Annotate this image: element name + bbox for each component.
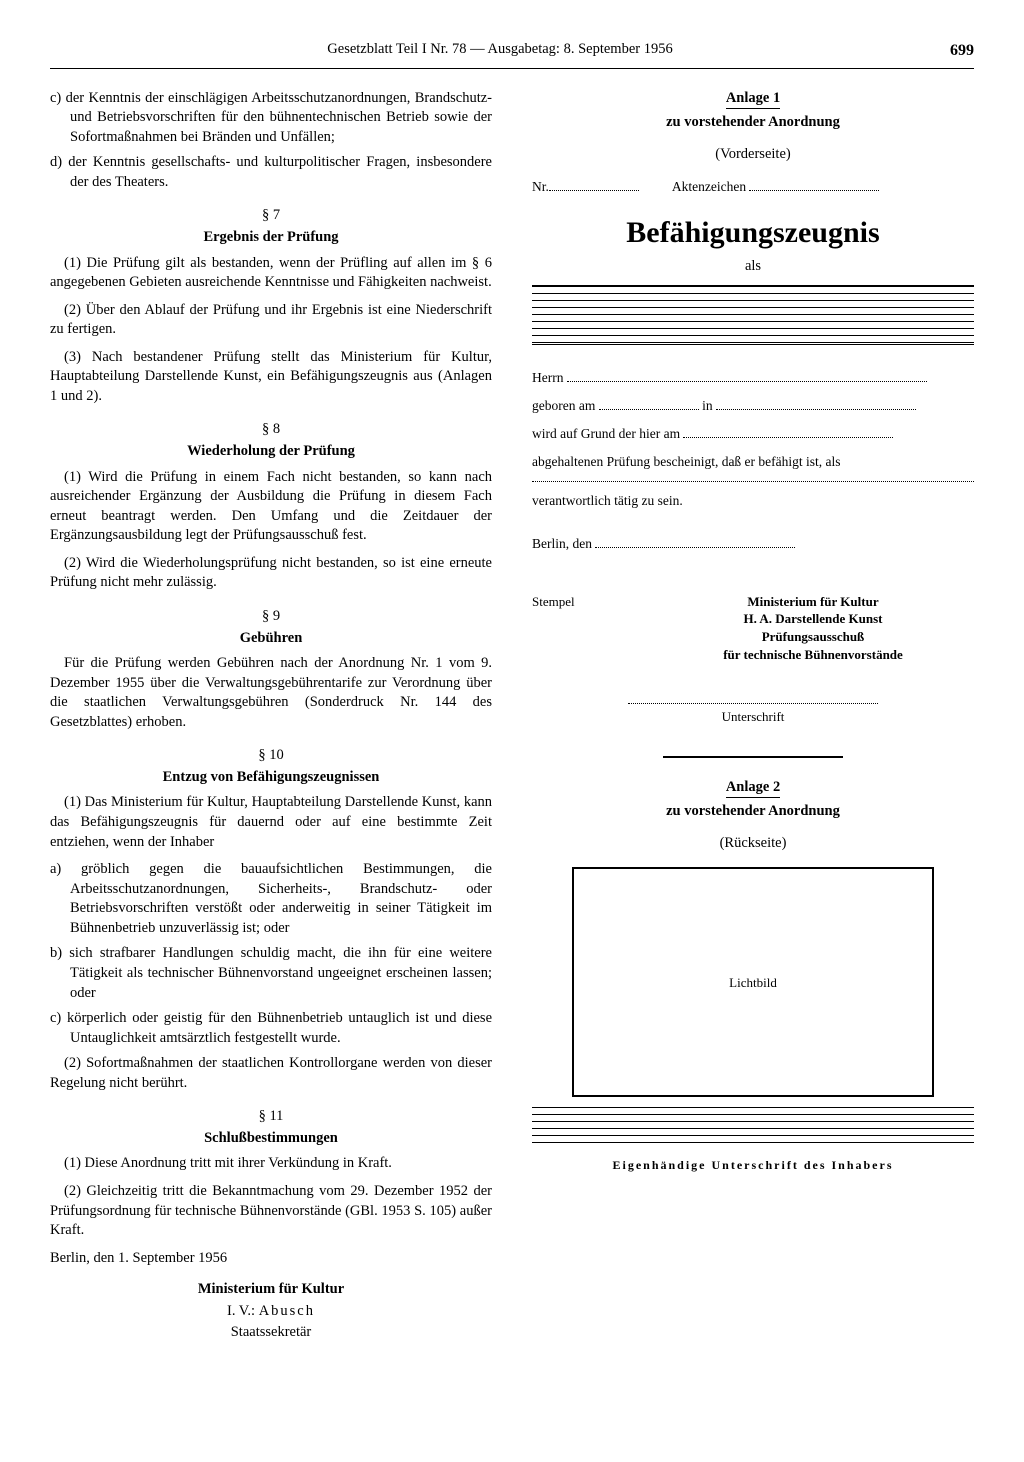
ministry-l3: Prüfungsausschuß (652, 628, 974, 646)
lichtbild-label: Lichtbild (729, 974, 777, 992)
page-number: 699 (950, 40, 974, 62)
anlage2-sub: zu vorstehender Anordnung (532, 802, 974, 822)
herrn-label: Herrn (532, 370, 563, 385)
verantwortlich-line: verantwortlich tätig zu sein. (532, 492, 974, 510)
sig-name: Abusch (259, 1303, 315, 1319)
unterschrift-label: Unterschrift (628, 703, 878, 726)
grund-line: wird auf Grund der hier am (532, 425, 974, 443)
s7-p3: (3) Nach bestandener Prüfung stellt das … (50, 348, 492, 407)
dateline: Berlin, den 1. September 1956 (50, 1249, 492, 1269)
s10-num: § 10 (50, 746, 492, 766)
page-header: Gesetzblatt Teil I Nr. 78 — Ausgabetag: … (50, 40, 974, 69)
s10-p2: (2) Sofortmaßnahmen der staatlichen Kont… (50, 1054, 492, 1093)
s8-p1: (1) Wird die Prüfung in einem Fach nicht… (50, 468, 492, 546)
sig-role: Staatssekretär (50, 1323, 492, 1343)
ministry-l1: Ministerium für Kultur (652, 593, 974, 611)
s9-num: § 9 (50, 607, 492, 627)
az-label: Aktenzeichen (672, 179, 746, 194)
content-columns: c) der Kenntnis der einschlägigen Arbeit… (50, 89, 974, 1345)
grund-label: wird auf Grund der hier am (532, 426, 680, 441)
s7-p1: (1) Die Prüfung gilt als bestanden, wenn… (50, 254, 492, 293)
ministry-l2: H. A. Darstellende Kunst (652, 610, 974, 628)
s10-intro: (1) Das Ministerium für Kultur, Hauptabt… (50, 793, 492, 852)
ministry-block: Ministerium für Kultur H. A. Darstellend… (652, 593, 974, 663)
anlage1-title: Anlage 1 (726, 89, 780, 110)
s9-title: Gebühren (50, 629, 492, 649)
anlage1-side: (Vorderseite) (532, 145, 974, 165)
item-d: d) der Kenntnis gesellschafts- und kultu… (50, 153, 492, 192)
divider (663, 756, 843, 758)
stempel-ministry-row: Stempel Ministerium für Kultur H. A. Dar… (532, 573, 974, 663)
s8-num: § 8 (50, 420, 492, 440)
anlage1-sub: zu vorstehender Anordnung (532, 113, 974, 133)
s10-c: c) körperlich oder geistig für den Bühne… (50, 1009, 492, 1048)
s7-num: § 7 (50, 206, 492, 226)
s11-num: § 11 (50, 1107, 492, 1127)
s11-p1: (1) Diese Anordnung tritt mit ihrer Verk… (50, 1154, 492, 1174)
anlage2-side: (Rückseite) (532, 834, 974, 854)
s8-p2: (2) Wird die Wiederholungsprüfung nicht … (50, 554, 492, 593)
cert-als: als (532, 257, 974, 277)
s7-p2: (2) Über den Ablauf der Prüfung und ihr … (50, 301, 492, 340)
nr-label: Nr. (532, 179, 549, 194)
nr-az-row: Nr. Aktenzeichen (532, 178, 974, 196)
herrn-line: Herrn (532, 369, 974, 387)
sig-iv: I. V.: (227, 1303, 255, 1319)
in-label: in (702, 398, 713, 413)
s11-p2: (2) Gleichzeitig tritt die Bekanntmachun… (50, 1182, 492, 1241)
signature-block: Ministerium für Kultur I. V.: Abusch Sta… (50, 1280, 492, 1343)
item-c: c) der Kenntnis der einschlägigen Arbeit… (50, 89, 492, 148)
s10-a: a) gröblich gegen die bauaufsichtlichen … (50, 860, 492, 938)
s7-title: Ergebnis der Prüfung (50, 228, 492, 248)
ministry-l4: für technische Bühnenvorstände (652, 646, 974, 664)
header-title: Gesetzblatt Teil I Nr. 78 — Ausgabetag: … (50, 40, 950, 62)
right-column: Anlage 1 zu vorstehender Anordnung (Vord… (532, 89, 974, 1345)
ruled-block-2 (532, 1107, 974, 1149)
geboren-line: geboren am in (532, 397, 974, 415)
certificate-title: Befähigungszeugnis (532, 213, 974, 254)
anlage2-title: Anlage 2 (726, 778, 780, 799)
s10-b: b) sich strafbarer Handlungen schuldig m… (50, 944, 492, 1003)
s9-p: Für die Prüfung werden Gebühren nach der… (50, 654, 492, 732)
berlin-label: Berlin, den (532, 536, 592, 551)
left-column: c) der Kenntnis der einschlägigen Arbeit… (50, 89, 492, 1345)
geboren-label: geboren am (532, 398, 595, 413)
berlin-line: Berlin, den (532, 535, 974, 553)
sig-ministry: Ministerium für Kultur (50, 1280, 492, 1300)
s8-title: Wiederholung der Prüfung (50, 442, 492, 462)
ruled-block-1 (532, 285, 974, 345)
photo-box: Lichtbild (572, 867, 934, 1097)
s10-title: Entzug von Befähigungszeugnissen (50, 768, 492, 788)
s11-title: Schlußbestimmungen (50, 1129, 492, 1149)
signature-line: Unterschrift (532, 703, 974, 726)
owner-signature-label: Eigenhändige Unterschrift des Inhabers (532, 1157, 974, 1173)
stempel-label: Stempel (532, 573, 652, 663)
bescheinigt-line: abgehaltenen Prüfung bescheinigt, daß er… (532, 453, 974, 471)
